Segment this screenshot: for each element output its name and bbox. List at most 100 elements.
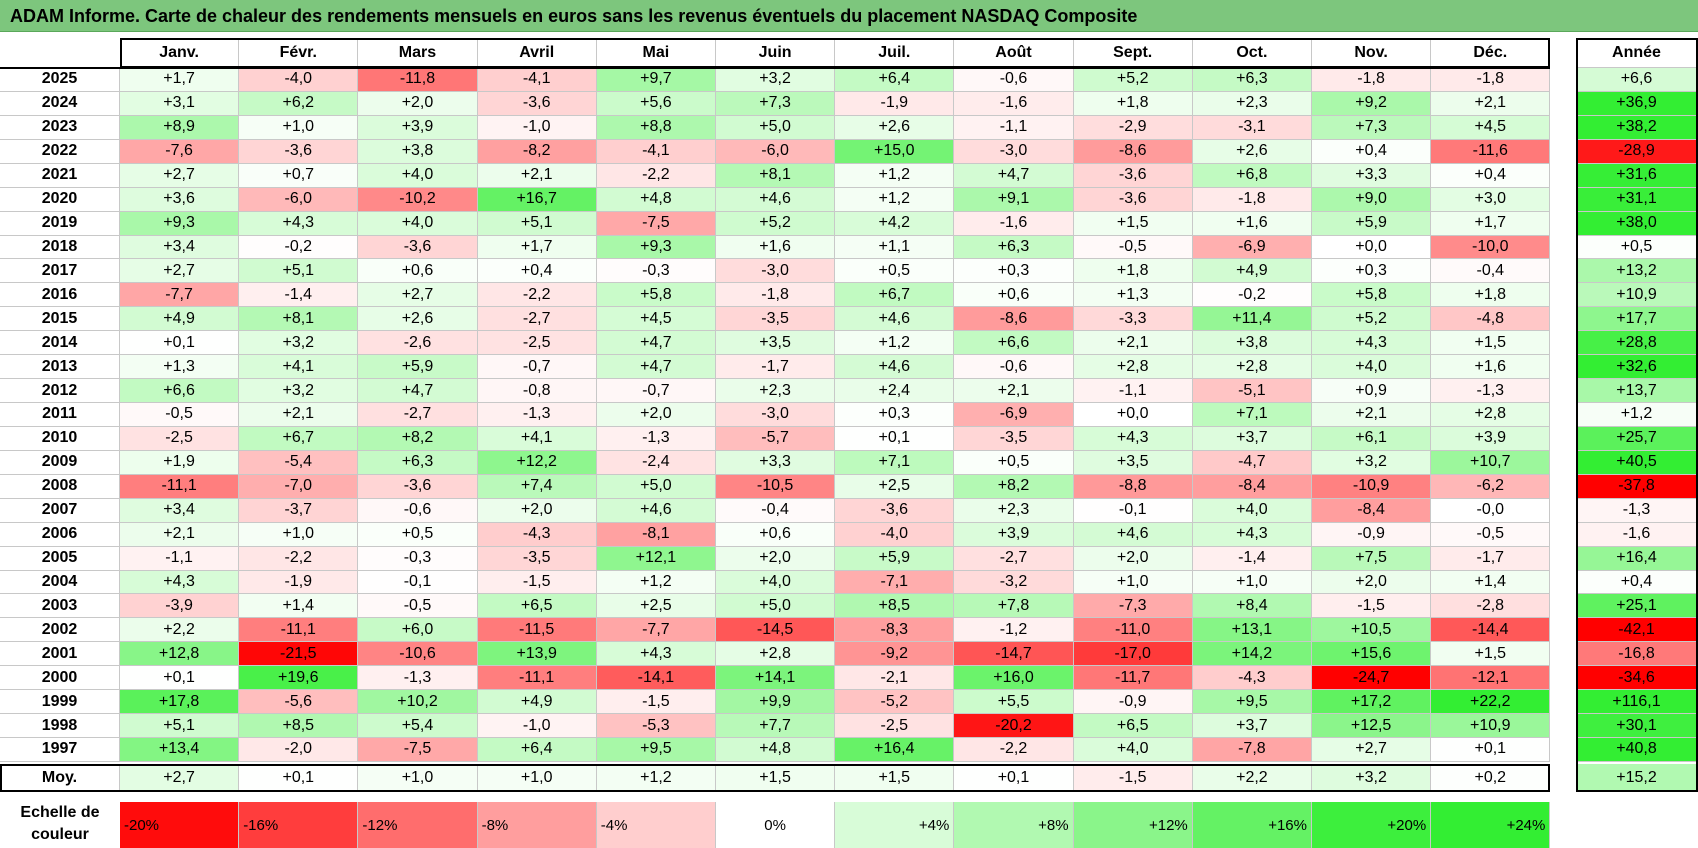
- heatmap-cell: +4,7: [358, 379, 478, 403]
- heatmap-cell: +7,4: [477, 474, 597, 499]
- heatmap-cell: +7,7: [716, 714, 836, 739]
- year-label: 2013: [0, 355, 120, 380]
- heatmap-cell: -5,7: [716, 426, 836, 451]
- heatmap-cell: +4,8: [596, 187, 716, 212]
- year-label: 2008: [0, 474, 120, 499]
- color-scale-label: Echelle de couleur: [0, 800, 120, 848]
- heatmap-cell: +9,9: [716, 690, 836, 715]
- heatmap-cell: +9,0: [1312, 187, 1432, 212]
- average-cell: +0,2: [1431, 764, 1551, 792]
- heatmap-cell: -1,5: [596, 690, 716, 715]
- heatmap-cell: -0,7: [596, 379, 716, 403]
- heatmap-cell: +0,3: [835, 403, 955, 427]
- heatmap-cell: +3,5: [716, 331, 836, 356]
- heatmap-cell: +3,9: [954, 522, 1074, 547]
- heatmap-cell: +6,7: [835, 283, 955, 308]
- heatmap-cell: +4,0: [358, 211, 478, 236]
- heatmap-cell: -3,5: [477, 546, 597, 571]
- heatmap-cell: -0,2: [239, 235, 359, 260]
- heatmap-cell: +6,5: [477, 594, 597, 619]
- heatmap-cell: +5,8: [1312, 283, 1432, 308]
- heatmap-cell: -11,1: [477, 666, 597, 691]
- heatmap-cell: -2,5: [120, 426, 240, 451]
- heatmap-cell: -1,8: [1431, 68, 1551, 92]
- heatmap-cell: -3,3: [1073, 307, 1193, 332]
- heatmap-cell: -1,3: [477, 403, 597, 427]
- heatmap-cell: +4,9: [1192, 259, 1312, 284]
- heatmap-cell: -0,3: [596, 259, 716, 284]
- heatmap-cell: +8,4: [1192, 594, 1312, 619]
- heatmap-cell: -2,4: [596, 450, 716, 475]
- heatmap-cell: +1,2: [596, 570, 716, 595]
- color-scale-step: -20%: [120, 802, 240, 848]
- color-scale-step: +4%: [835, 802, 955, 848]
- heatmap-cell: +2,1: [954, 379, 1074, 403]
- heatmap-cell: +10,7: [1431, 450, 1551, 475]
- heatmap-cell: +2,1: [477, 163, 597, 188]
- heatmap-cell: -4,0: [835, 522, 955, 547]
- heatmap-cell: -1,9: [835, 91, 955, 116]
- average-cell: +1,0: [477, 764, 597, 792]
- heatmap-cell: -0,4: [716, 498, 836, 523]
- heatmap-cell: +4,8: [716, 738, 836, 762]
- annual-column-header: Année: [1576, 38, 1698, 68]
- annual-cell: +0,4: [1576, 570, 1698, 595]
- column-header: Mars: [358, 38, 478, 68]
- annual-cell: +6,6: [1576, 68, 1698, 92]
- heatmap-cell: -3,0: [716, 403, 836, 427]
- annual-cell: -34,6: [1576, 666, 1698, 691]
- annual-cell: +38,2: [1576, 115, 1698, 140]
- heatmap-cell: -2,5: [835, 714, 955, 739]
- heatmap-cell: +8,1: [716, 163, 836, 188]
- heatmap-cell: -0,6: [358, 498, 478, 523]
- heatmap-cell: +4,3: [596, 642, 716, 667]
- color-scale-step: +12%: [1073, 802, 1193, 848]
- color-scale-step: +8%: [954, 802, 1074, 848]
- heatmap-cell: +5,2: [1312, 307, 1432, 332]
- average-cell: -1,5: [1073, 764, 1193, 792]
- heatmap-cell: +2,0: [477, 498, 597, 523]
- heatmap-cell: +5,1: [477, 211, 597, 236]
- heatmap-cell: -10,9: [1312, 474, 1432, 499]
- heatmap-cell: -14,1: [596, 666, 716, 691]
- heatmap-cell: +3,4: [120, 235, 240, 260]
- heatmap-cell: -9,2: [835, 642, 955, 667]
- heatmap-cell: +8,2: [358, 426, 478, 451]
- heatmap-cell: -1,8: [1312, 68, 1432, 92]
- heatmap-cell: -10,5: [716, 474, 836, 499]
- heatmap-cell: -0,3: [358, 546, 478, 571]
- color-scale-step: -8%: [477, 802, 597, 848]
- heatmap-cell: +2,8: [1431, 403, 1551, 427]
- column-header: Sept.: [1073, 38, 1193, 68]
- heatmap-cell: +15,6: [1312, 642, 1432, 667]
- heatmap-cell: -12,1: [1431, 666, 1551, 691]
- heatmap-cell: +10,2: [358, 690, 478, 715]
- year-label: 2006: [0, 522, 120, 547]
- heatmap-cell: +10,9: [1431, 714, 1551, 739]
- color-scale-step: +20%: [1312, 802, 1432, 848]
- average-label: Moy.: [0, 764, 120, 792]
- heatmap-cell: -4,3: [477, 522, 597, 547]
- heatmap-cell: +5,9: [358, 355, 478, 380]
- heatmap-cell: -1,4: [239, 283, 359, 308]
- heatmap-cell: +1,7: [477, 235, 597, 260]
- heatmap-cell: +0,4: [477, 259, 597, 284]
- heatmap-cell: +3,8: [358, 139, 478, 164]
- chart-title: ADAM Informe. Carte de chaleur des rende…: [0, 0, 1698, 32]
- annual-cell: +1,2: [1576, 403, 1698, 427]
- heatmap-cell: +2,8: [1073, 355, 1193, 380]
- average-cell: +1,5: [835, 764, 955, 792]
- year-label: 2023: [0, 115, 120, 140]
- heatmap-cell: -1,5: [1312, 594, 1432, 619]
- year-label: 2021: [0, 163, 120, 188]
- heatmap-cell: +4,1: [239, 355, 359, 380]
- heatmap-cell: +2,6: [1192, 139, 1312, 164]
- heatmap-cell: -10,2: [358, 187, 478, 212]
- heatmap-cell: +0,1: [120, 666, 240, 691]
- heatmap-cell: +7,5: [1312, 546, 1432, 571]
- year-label: 2012: [0, 379, 120, 403]
- heatmap-cell: +2,0: [1312, 570, 1432, 595]
- heatmap-cell: -1,3: [358, 666, 478, 691]
- column-header: Août: [954, 38, 1074, 68]
- heatmap-cell: +3,6: [120, 187, 240, 212]
